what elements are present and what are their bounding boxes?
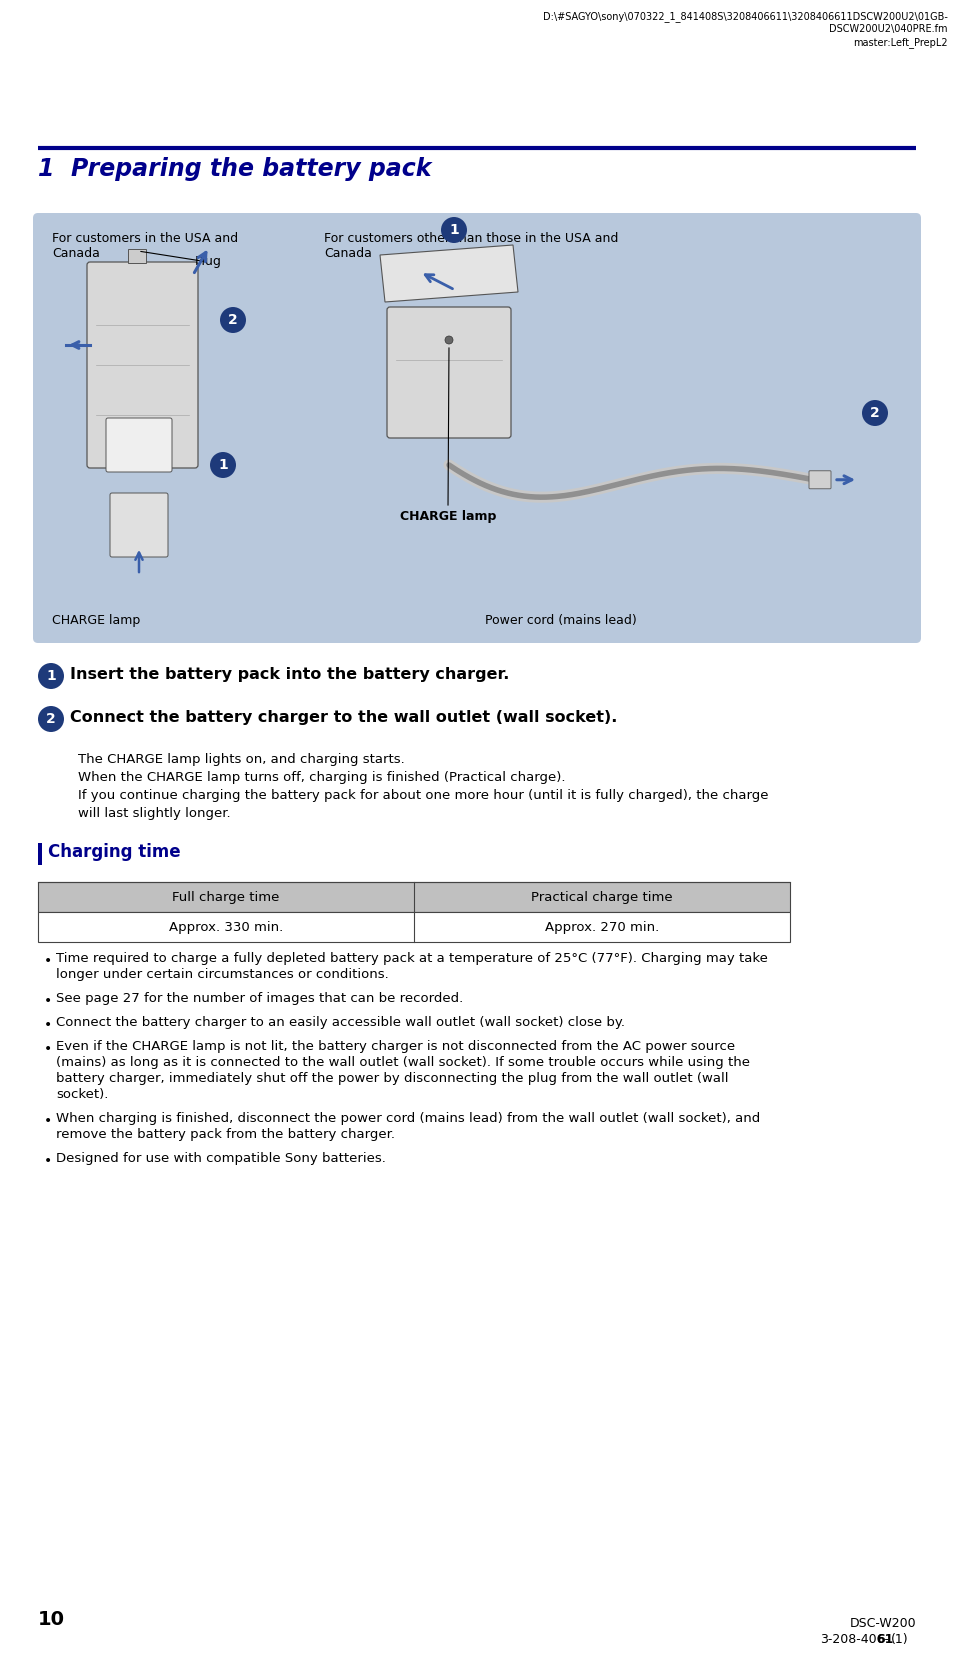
- Circle shape: [220, 308, 246, 332]
- Text: remove the battery pack from the battery charger.: remove the battery pack from the battery…: [56, 1128, 395, 1141]
- Text: DSC-W200: DSC-W200: [848, 1618, 915, 1629]
- Bar: [38, 911, 789, 943]
- Text: 61: 61: [875, 1632, 892, 1646]
- Text: DSCW200U2\040PRE.fm: DSCW200U2\040PRE.fm: [828, 25, 947, 35]
- Text: Charging time: Charging time: [48, 844, 180, 862]
- Text: The CHARGE lamp lights on, and charging starts.: The CHARGE lamp lights on, and charging …: [78, 753, 404, 766]
- FancyBboxPatch shape: [106, 418, 172, 471]
- Text: •: •: [44, 1154, 52, 1168]
- Bar: [128, 250, 146, 263]
- Text: Approx. 270 min.: Approx. 270 min.: [544, 921, 659, 933]
- Text: CHARGE lamp: CHARGE lamp: [52, 614, 140, 627]
- Text: Even if the CHARGE lamp is not lit, the battery charger is not disconnected from: Even if the CHARGE lamp is not lit, the …: [56, 1040, 735, 1054]
- Text: Power cord (mains lead): Power cord (mains lead): [484, 614, 636, 627]
- Text: 1: 1: [449, 223, 458, 237]
- Text: When the CHARGE lamp turns off, charging is finished (Practical charge).: When the CHARGE lamp turns off, charging…: [78, 771, 565, 784]
- Text: 2: 2: [869, 405, 879, 420]
- Text: Practical charge time: Practical charge time: [531, 890, 672, 903]
- FancyBboxPatch shape: [387, 308, 511, 438]
- Circle shape: [210, 452, 235, 478]
- FancyBboxPatch shape: [87, 261, 198, 468]
- Text: 3-208-406-: 3-208-406-: [820, 1632, 888, 1646]
- Text: •: •: [44, 1017, 52, 1032]
- Polygon shape: [379, 245, 517, 303]
- Text: 2: 2: [46, 711, 56, 726]
- Circle shape: [440, 217, 467, 243]
- Text: Connect the battery charger to an easily accessible wall outlet (wall socket) cl: Connect the battery charger to an easily…: [56, 1016, 624, 1029]
- Text: Time required to charge a fully depleted battery pack at a temperature of 25°C (: Time required to charge a fully depleted…: [56, 953, 767, 964]
- Bar: [38, 882, 789, 911]
- Text: •: •: [44, 954, 52, 968]
- Text: 1: 1: [46, 668, 56, 683]
- Text: battery charger, immediately shut off the power by disconnecting the plug from t: battery charger, immediately shut off th…: [56, 1072, 728, 1085]
- Text: Plug: Plug: [194, 255, 222, 268]
- Bar: [38, 844, 42, 865]
- Text: For customers other than those in the USA and
Canada: For customers other than those in the US…: [324, 232, 618, 260]
- Text: •: •: [44, 994, 52, 1007]
- Text: CHARGE lamp: CHARGE lamp: [399, 509, 496, 523]
- Text: will last slightly longer.: will last slightly longer.: [78, 807, 231, 820]
- Circle shape: [38, 706, 64, 733]
- Text: Connect the battery charger to the wall outlet (wall socket).: Connect the battery charger to the wall …: [70, 710, 617, 724]
- Text: Approx. 330 min.: Approx. 330 min.: [169, 921, 283, 933]
- FancyBboxPatch shape: [808, 471, 830, 488]
- Text: 1: 1: [218, 458, 228, 471]
- Circle shape: [862, 400, 887, 427]
- Text: master:Left_PrepL2: master:Left_PrepL2: [853, 36, 947, 48]
- Text: For customers in the USA and
Canada: For customers in the USA and Canada: [52, 232, 238, 260]
- Text: 1  Preparing the battery pack: 1 Preparing the battery pack: [38, 157, 431, 180]
- Text: socket).: socket).: [56, 1088, 109, 1102]
- Text: 10: 10: [38, 1609, 65, 1629]
- Text: Insert the battery pack into the battery charger.: Insert the battery pack into the battery…: [70, 667, 509, 681]
- Text: •: •: [44, 1115, 52, 1128]
- Text: See page 27 for the number of images that can be recorded.: See page 27 for the number of images tha…: [56, 992, 463, 1006]
- Text: When charging is finished, disconnect the power cord (mains lead) from the wall : When charging is finished, disconnect th…: [56, 1111, 760, 1125]
- FancyBboxPatch shape: [33, 213, 920, 643]
- Text: (mains) as long as it is connected to the wall outlet (wall socket). If some tro: (mains) as long as it is connected to th…: [56, 1055, 749, 1068]
- FancyBboxPatch shape: [110, 493, 168, 557]
- Text: Designed for use with compatible Sony batteries.: Designed for use with compatible Sony ba…: [56, 1151, 385, 1164]
- Circle shape: [444, 336, 453, 344]
- Text: Full charge time: Full charge time: [172, 890, 279, 903]
- Text: D:\#SAGYO\sony\070322_1_841408S\3208406611\3208406611DSCW200U2\01GB-: D:\#SAGYO\sony\070322_1_841408S\32084066…: [542, 12, 947, 22]
- Text: •: •: [44, 1042, 52, 1055]
- Text: 2: 2: [228, 313, 237, 327]
- Circle shape: [38, 663, 64, 690]
- Text: (1): (1): [890, 1632, 907, 1646]
- Text: If you continue charging the battery pack for about one more hour (until it is f: If you continue charging the battery pac…: [78, 789, 768, 802]
- Text: longer under certain circumstances or conditions.: longer under certain circumstances or co…: [56, 968, 388, 981]
